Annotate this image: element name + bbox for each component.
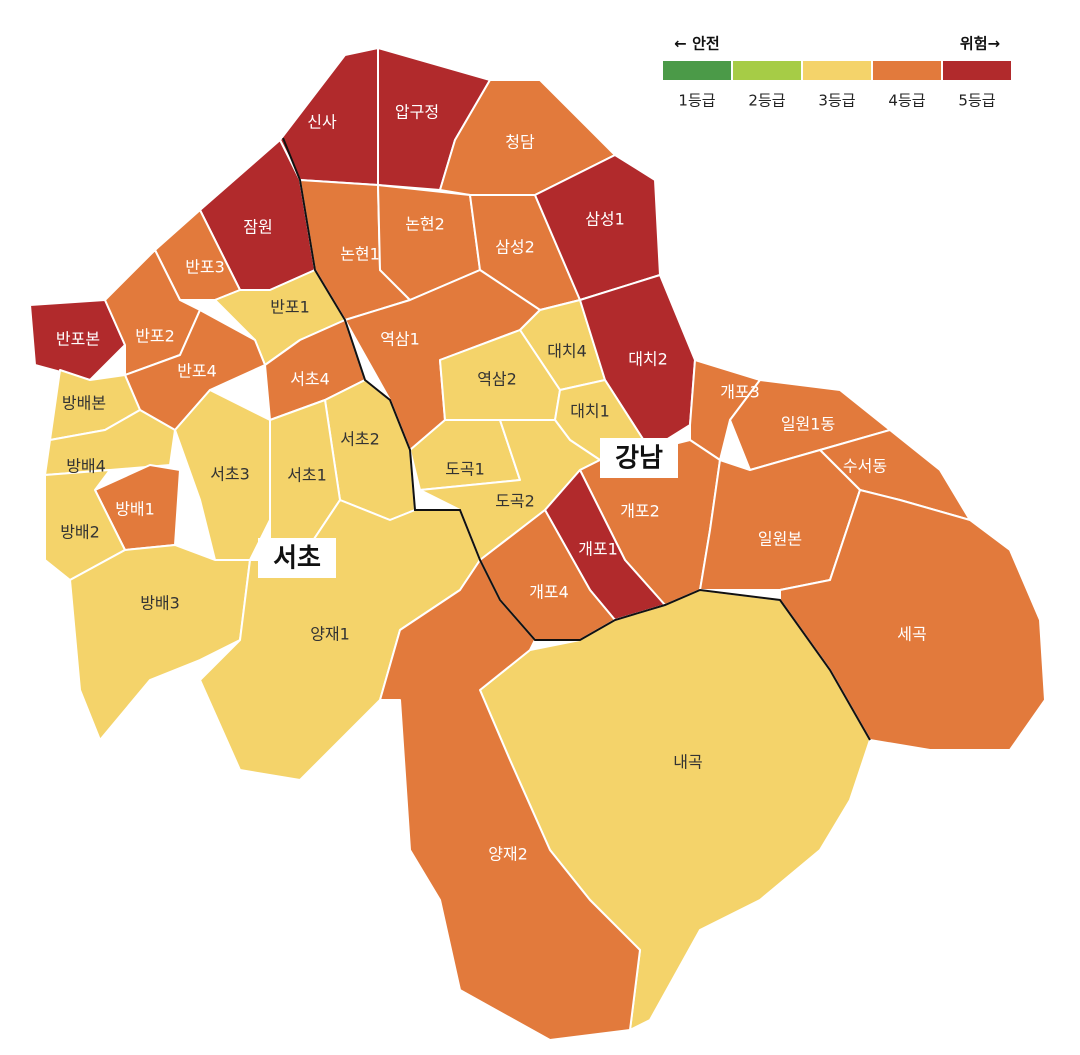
- region-label: 반포2: [135, 327, 175, 346]
- region-label: 개포3: [720, 383, 760, 402]
- region-label: 삼성2: [495, 238, 535, 257]
- region-label: 세곡: [897, 625, 926, 644]
- region-label: 방배1: [115, 500, 155, 519]
- region-label: 대치1: [570, 402, 610, 421]
- legend: ← 안전 위험→ 1등급 2등급 3등급 4등급 5등급: [663, 35, 1011, 110]
- legend-swatch: [733, 61, 801, 80]
- region-label: 서초3: [210, 465, 250, 484]
- region-label: 반포본: [56, 330, 100, 349]
- district-boundary: [282, 137, 871, 741]
- legend-swatch: [663, 61, 731, 80]
- region-label: 잠원: [243, 218, 272, 237]
- region-label: 청담: [505, 133, 535, 152]
- region-label: 반포4: [177, 362, 217, 381]
- region-label: 양재1: [310, 625, 350, 644]
- region-label: 반포3: [185, 258, 225, 277]
- region: [779, 489, 1046, 751]
- legend-label: 3등급: [818, 92, 855, 110]
- region-label: 개포1: [578, 540, 618, 559]
- legend-swatch: [943, 61, 1011, 80]
- region-label: 서초4: [290, 370, 330, 389]
- region-label: 대치4: [547, 342, 587, 361]
- region-label: 대치2: [628, 350, 668, 369]
- region-label: 도곡2: [495, 492, 535, 511]
- legend-label: 2등급: [748, 92, 785, 110]
- region-label: 논현2: [405, 215, 445, 234]
- legend-label: 5등급: [958, 92, 995, 110]
- region-label: 서초1: [287, 466, 327, 485]
- area-label-bg: [258, 538, 336, 578]
- region-label: 수서동: [843, 457, 887, 476]
- region-label: 양재2: [488, 845, 528, 864]
- area-label-bg: [600, 438, 678, 478]
- region-label: 개포4: [529, 583, 569, 602]
- legend-danger: 위험→: [960, 35, 1000, 53]
- legend-label: 1등급: [678, 92, 715, 110]
- region-label: 삼성1: [585, 210, 625, 229]
- region-label: 반포1: [270, 298, 310, 317]
- region-label: 방배본: [62, 394, 106, 413]
- region-label: 역삼2: [477, 370, 517, 389]
- legend-safe: ← 안전: [674, 35, 719, 53]
- region: [29, 299, 126, 381]
- region-label: 압구정: [395, 103, 439, 122]
- area-label: 강남: [615, 444, 663, 474]
- legend-swatch: [803, 61, 871, 80]
- area-label: 서초: [273, 544, 321, 574]
- region-label: 방배2: [60, 523, 100, 542]
- region-label: 일원1동: [781, 415, 835, 434]
- region-label: 도곡1: [445, 460, 485, 479]
- region-label: 논현1: [340, 245, 380, 264]
- legend-label: 4등급: [888, 92, 925, 110]
- region-label: 일원본: [758, 530, 802, 549]
- region-label: 방배4: [66, 457, 106, 476]
- region-label: 개포2: [620, 502, 660, 521]
- legend-swatch: [873, 61, 941, 80]
- regions: [29, 47, 1046, 1041]
- region-label: 신사: [307, 113, 337, 132]
- region-label: 내곡: [673, 753, 702, 772]
- region-label: 서초2: [340, 430, 380, 449]
- region: [534, 154, 661, 301]
- region-label: 역삼1: [380, 330, 420, 349]
- region-label: 방배3: [140, 594, 180, 613]
